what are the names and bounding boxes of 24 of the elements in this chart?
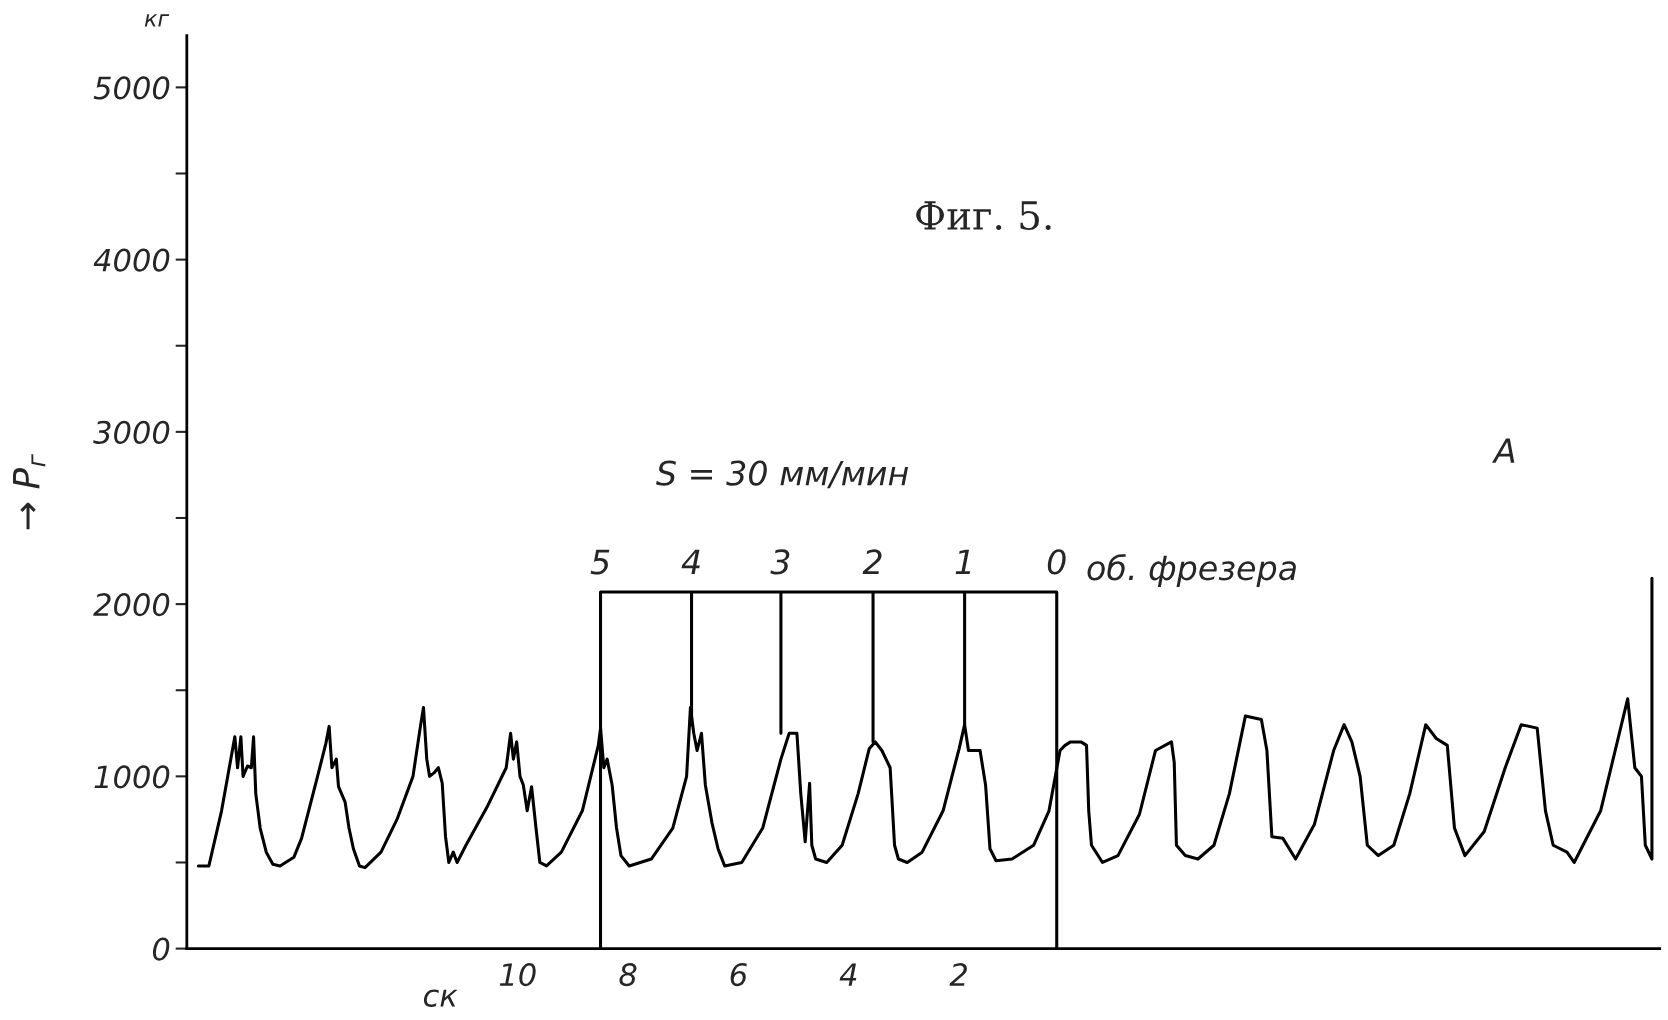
text: кг	[144, 14, 170, 27]
annotation: 4	[681, 549, 700, 575]
y-tick-label: 3000	[93, 420, 170, 444]
annotation: S = 30 мм/мин	[656, 460, 909, 489]
annotation: 0	[1047, 549, 1066, 575]
y-tick-label: 0	[152, 937, 170, 961]
y-tick-label: 1000	[94, 765, 170, 789]
x-tick-label: 2	[949, 963, 967, 986]
text: Фиг. 5.	[916, 201, 1051, 231]
annotation: 3	[770, 549, 790, 575]
x-axis-title: ск	[423, 989, 458, 1007]
x-tick-label: 8	[619, 963, 637, 987]
annotation: A	[1492, 438, 1515, 463]
y-tick-label: 2000	[93, 593, 170, 617]
x-tick-label: 6	[730, 963, 747, 987]
y-tick-label: 5000	[93, 76, 170, 100]
x-tick-label: 4	[839, 963, 857, 986]
annotation: 1	[955, 549, 971, 575]
y-tick-label: 4000	[93, 248, 170, 272]
annotation: 5	[590, 549, 610, 575]
annotation: об. фрезера	[1087, 554, 1296, 587]
y-axis-title: → P$_{г}$	[13, 454, 46, 530]
x-tick-label: 10	[499, 963, 536, 987]
annotation: 2	[862, 549, 882, 575]
